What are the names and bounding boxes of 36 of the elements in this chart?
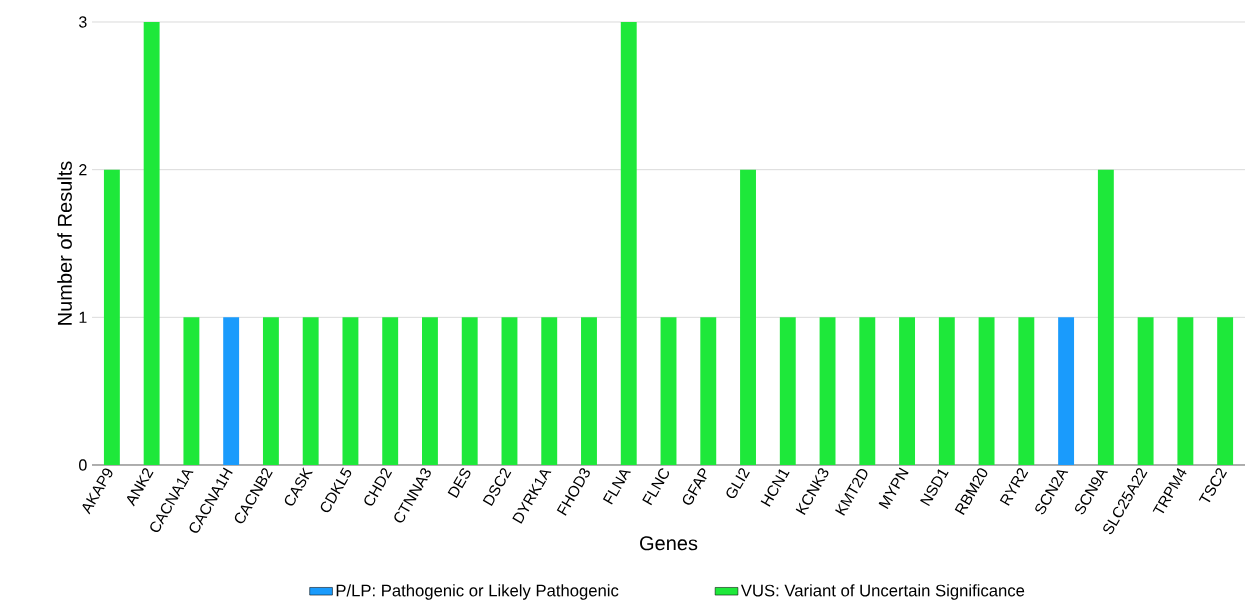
bar xyxy=(342,317,359,465)
bar xyxy=(581,317,597,465)
bar xyxy=(1018,317,1035,465)
bar xyxy=(660,317,677,465)
bar xyxy=(262,317,279,465)
bar xyxy=(1137,317,1154,465)
bar xyxy=(1217,317,1234,465)
bar xyxy=(859,317,876,465)
y-tick-label: 2 xyxy=(79,164,87,176)
bar xyxy=(183,317,200,465)
bar xyxy=(382,317,399,465)
bar xyxy=(938,317,955,465)
x-axis-title: Genes xyxy=(640,536,698,551)
bar xyxy=(103,169,120,465)
legend-label: P/LP: Pathogenic or Likely Pathogenic xyxy=(336,584,619,600)
bar xyxy=(143,21,160,465)
y-tick-label: 3 xyxy=(79,16,87,28)
bar xyxy=(819,317,836,465)
bar xyxy=(501,317,518,465)
bar xyxy=(700,317,717,465)
bar xyxy=(1177,317,1194,465)
bar xyxy=(223,317,240,465)
y-tick-label: 1 xyxy=(79,311,87,323)
bar xyxy=(461,317,478,465)
bar xyxy=(779,317,796,465)
bar xyxy=(302,317,319,465)
legend-label: VUS: Variant of Uncertain Significance xyxy=(740,584,1025,600)
bar xyxy=(422,317,438,465)
bar xyxy=(1058,317,1075,465)
bar xyxy=(541,317,558,465)
bar xyxy=(1097,169,1114,465)
bar xyxy=(740,169,756,465)
y-axis-title: Number of Results xyxy=(57,161,72,325)
bar xyxy=(620,21,637,465)
bar xyxy=(899,317,916,465)
bar xyxy=(978,317,995,465)
